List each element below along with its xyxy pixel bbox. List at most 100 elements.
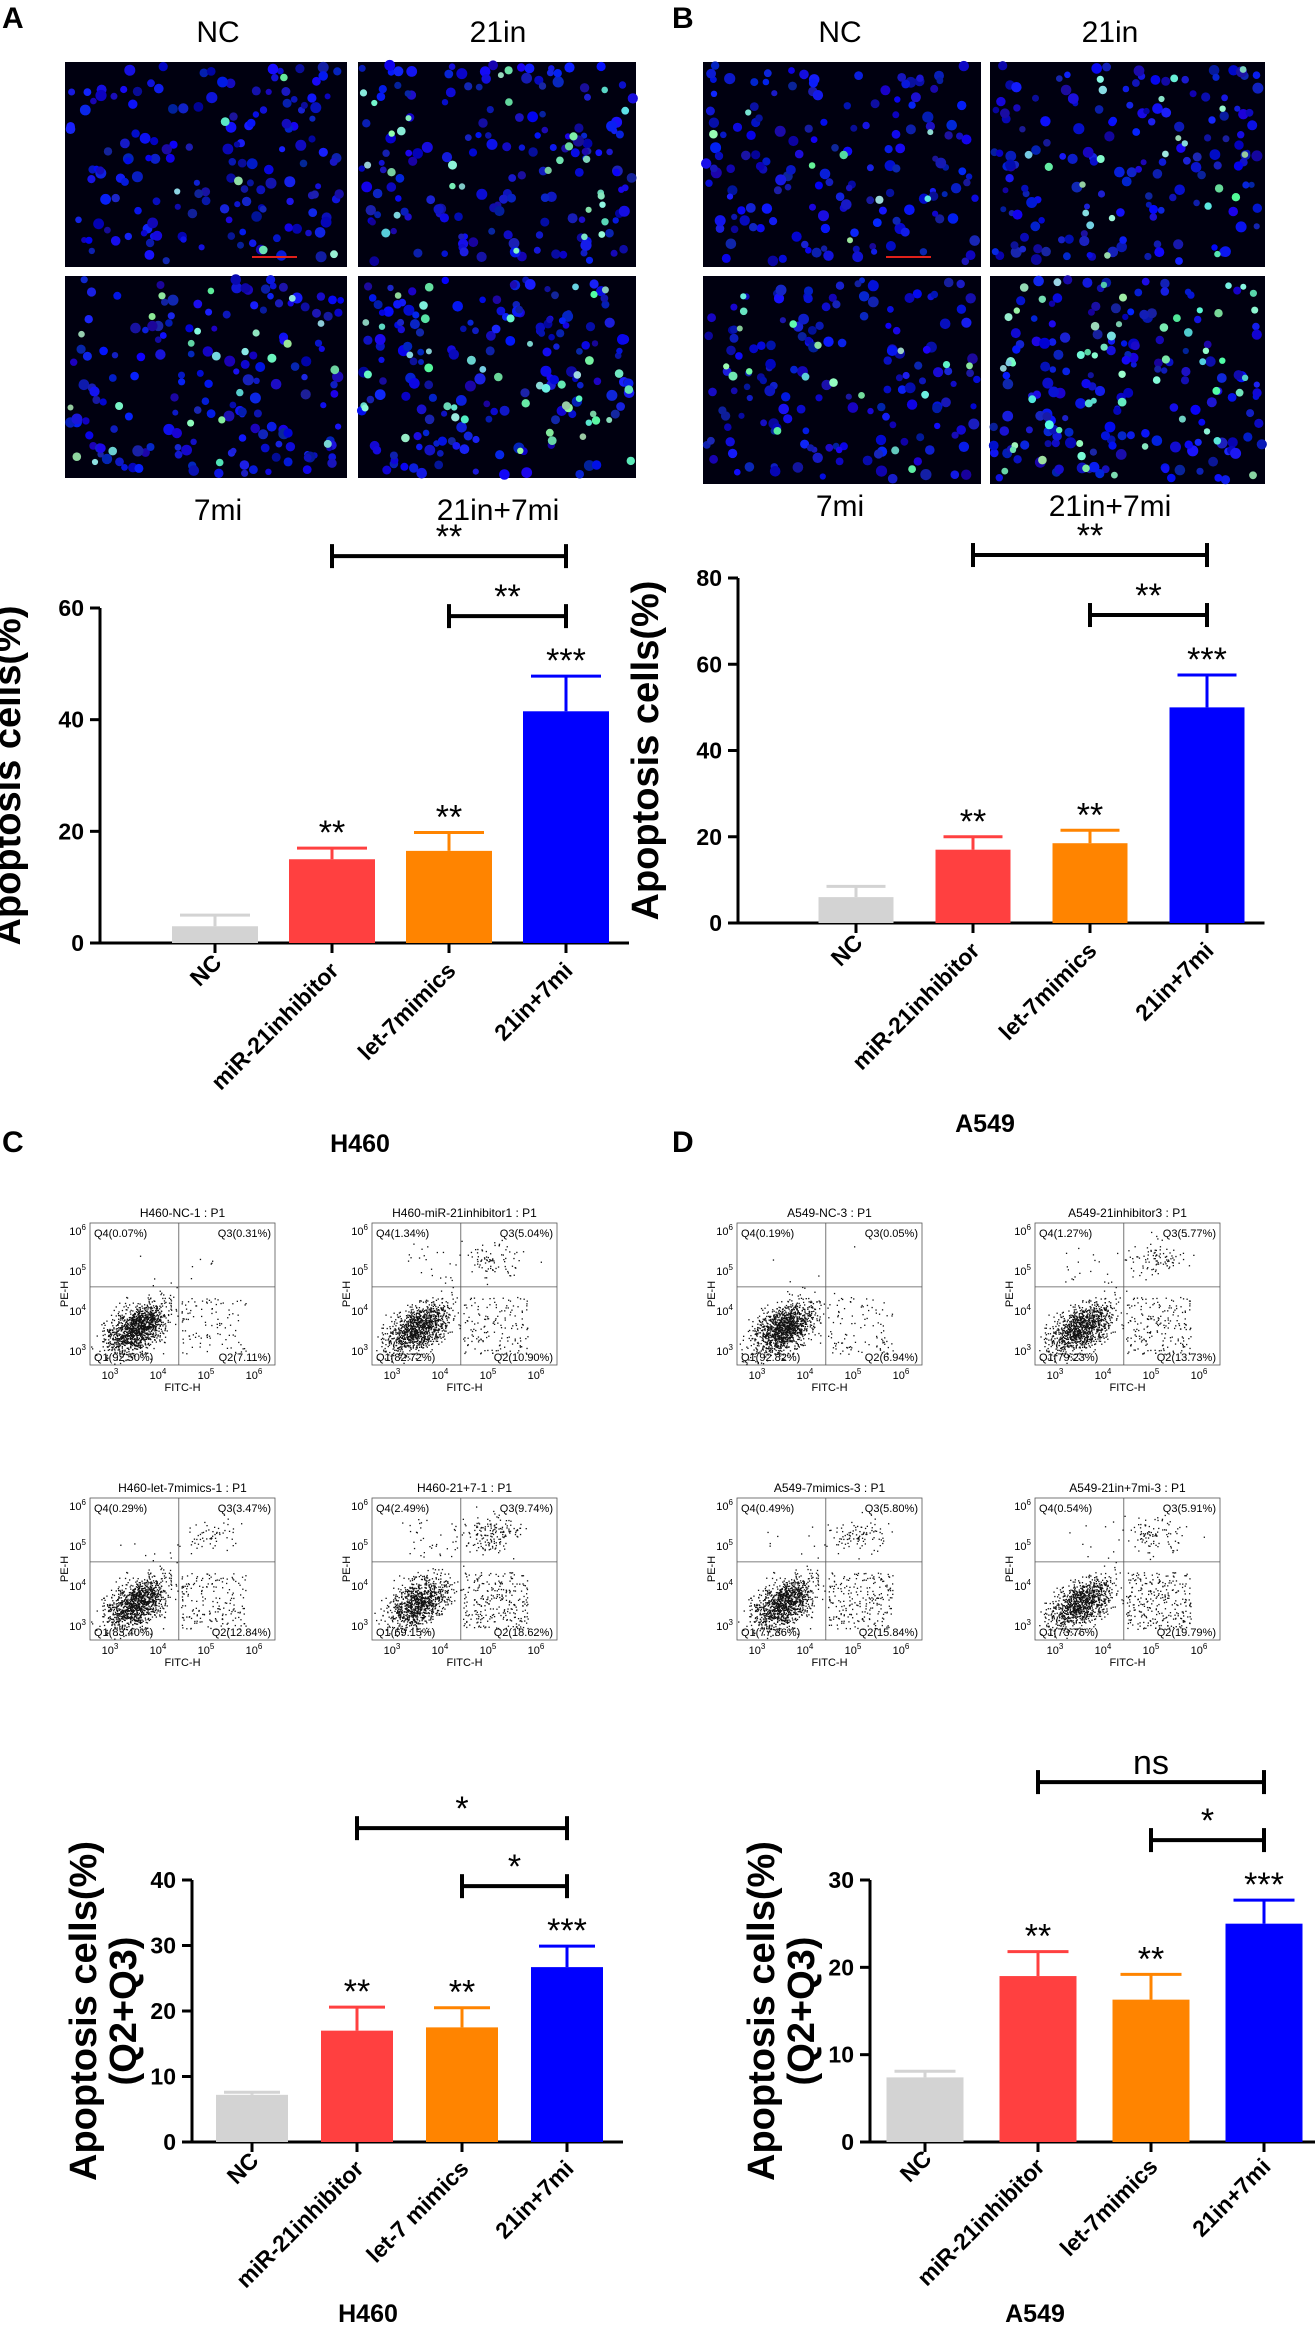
group-label: A549 (1005, 2300, 1065, 2328)
panel-letter-c: C (2, 1126, 24, 1159)
flow-y-tick: 106 (1014, 1498, 1031, 1513)
flow-y-tick: 103 (1014, 1618, 1031, 1633)
category-label: miR-21inhibitor (847, 937, 985, 1075)
bar-let-7-mimics (426, 2027, 498, 2142)
flow-y-tick: 104 (716, 1578, 733, 1593)
flow-x-tick: 105 (1143, 1642, 1160, 1657)
bracket-label: * (1201, 1802, 1214, 1840)
flow-y-tick: 105 (1014, 1263, 1031, 1278)
comparison-bracket: ** (447, 578, 568, 629)
significance-label: ** (1138, 1940, 1164, 1978)
flow-x-tick: 105 (480, 1642, 497, 1657)
quadrant-q4: Q4(0.49%) (741, 1503, 794, 1515)
quadrant-q4: Q4(2.49%) (376, 1503, 429, 1515)
flow-y-label: PE-H (1004, 1281, 1016, 1307)
comparison-bracket: * (355, 1790, 569, 1841)
flow-frame (736, 1497, 923, 1641)
flow-frame (371, 1222, 558, 1366)
micrograph-b-nc (701, 60, 981, 267)
significance-label: ** (436, 798, 462, 836)
flow-x-tick: 106 (528, 1367, 545, 1382)
flow-x-tick: 105 (845, 1367, 862, 1382)
flow-x-label: FITC-H (811, 1657, 847, 1669)
flow-x-tick: 105 (1143, 1367, 1160, 1382)
micrograph-b-7mi (702, 276, 981, 484)
quadrant-q2: Q2(18.62%) (494, 1627, 553, 1639)
flow-x-label: FITC-H (446, 1382, 482, 1394)
flow-events (91, 1514, 247, 1640)
flow-frame (89, 1497, 276, 1641)
flow-frame (736, 1222, 923, 1366)
flow-y-tick: 105 (69, 1538, 86, 1553)
flow-title: A549-NC-3 : P1 (787, 1206, 872, 1220)
category-label: 21in+7mi (490, 2155, 578, 2243)
y-axis-subtitle: (Q2+Q3) (781, 1937, 823, 2086)
flow-title: A549-7mimics-3 : P1 (774, 1481, 886, 1495)
flow-y-tick: 105 (1014, 1538, 1031, 1553)
quadrant-q1: Q1(92.50%) (94, 1352, 153, 1364)
category-label: NC (185, 949, 227, 991)
quadrant-q4: Q4(0.29%) (94, 1503, 147, 1515)
flow-y-label: PE-H (706, 1281, 718, 1307)
y-tick-label: 0 (709, 910, 722, 936)
quadrant-q1: Q1(77.86%) (741, 1627, 800, 1639)
comparison-bracket: * (460, 1848, 569, 1899)
quadrant-q2: Q2(15.84%) (859, 1627, 918, 1639)
flow-x-tick: 106 (1191, 1367, 1208, 1382)
comparison-bracket: ** (1088, 577, 1209, 628)
y-tick-label: 80 (696, 565, 722, 591)
flow-title: H460-NC-1 : P1 (140, 1206, 226, 1220)
img-label-a-21in7mi: 21in+7mi (437, 494, 560, 527)
flow-y-label: PE-H (706, 1556, 718, 1582)
panel-letter-b: B (672, 2, 694, 35)
bracket-label: ** (436, 518, 462, 556)
comparison-bracket: * (1149, 1802, 1266, 1853)
category-label: miR-21inhibitor (912, 2153, 1050, 2291)
y-axis-subtitle: (Q2+Q3) (103, 1937, 145, 2086)
y-tick-label: 40 (696, 738, 722, 764)
category-label: 21in+7mi (489, 957, 577, 1045)
flow-y-tick: 105 (351, 1538, 368, 1553)
y-tick-label: 0 (841, 2129, 854, 2155)
flow-y-tick: 104 (1014, 1303, 1031, 1318)
flow-frame (1034, 1222, 1221, 1366)
micrograph-a-nc (65, 61, 347, 267)
significance-label: ** (1077, 796, 1103, 834)
quadrant-q3: Q3(5.04%) (500, 1228, 553, 1240)
flow-title: H460-let-7mimics-1 : P1 (118, 1481, 247, 1495)
y-tick-label: 20 (150, 1998, 176, 2024)
micrograph-a-21in (358, 59, 638, 267)
quadrant-q3: Q3(9.74%) (500, 1503, 553, 1515)
quadrant-q4: Q4(1.34%) (376, 1228, 429, 1240)
y-tick-label: 30 (828, 1867, 854, 1893)
flow-y-label: PE-H (341, 1281, 353, 1307)
significance-label: ** (319, 814, 345, 852)
img-label-a-21in: 21in (470, 16, 527, 49)
y-tick-label: 60 (696, 651, 722, 677)
flow-y-label: PE-H (59, 1281, 71, 1307)
flow-events (739, 1246, 894, 1366)
significance-label: *** (546, 642, 586, 680)
bracket-label: * (455, 1790, 468, 1828)
quadrant-q3: Q3(0.05%) (865, 1228, 918, 1240)
flow-title: A549-21inhibitor3 : P1 (1068, 1206, 1187, 1220)
bar-nc (886, 2077, 964, 2142)
flow-y-label: PE-H (341, 1556, 353, 1582)
quadrant-q3: Q3(5.91%) (1163, 1503, 1216, 1515)
flow-y-tick: 103 (69, 1618, 86, 1633)
img-label-a-nc: NC (196, 16, 239, 49)
bracket-label: ** (1135, 577, 1161, 615)
y-tick-label: 40 (58, 707, 84, 733)
flow-events (376, 1239, 542, 1364)
micrograph-a-21in7mi (357, 276, 636, 480)
category-label: let-7 mimics (361, 2155, 473, 2267)
flow-y-tick: 104 (716, 1303, 733, 1318)
bar-chart-a: 0 20 40 60 Apoptosis cells(%) NC ** miR-21inhib… (0, 518, 629, 1095)
flow-x-tick: 105 (845, 1642, 862, 1657)
comparison-bracket: ns (1036, 1744, 1266, 1795)
bracket-label: * (508, 1848, 521, 1886)
flow-x-tick: 106 (246, 1367, 263, 1382)
quadrant-q4: Q4(0.19%) (741, 1228, 794, 1240)
img-label-b-nc: NC (818, 16, 861, 49)
